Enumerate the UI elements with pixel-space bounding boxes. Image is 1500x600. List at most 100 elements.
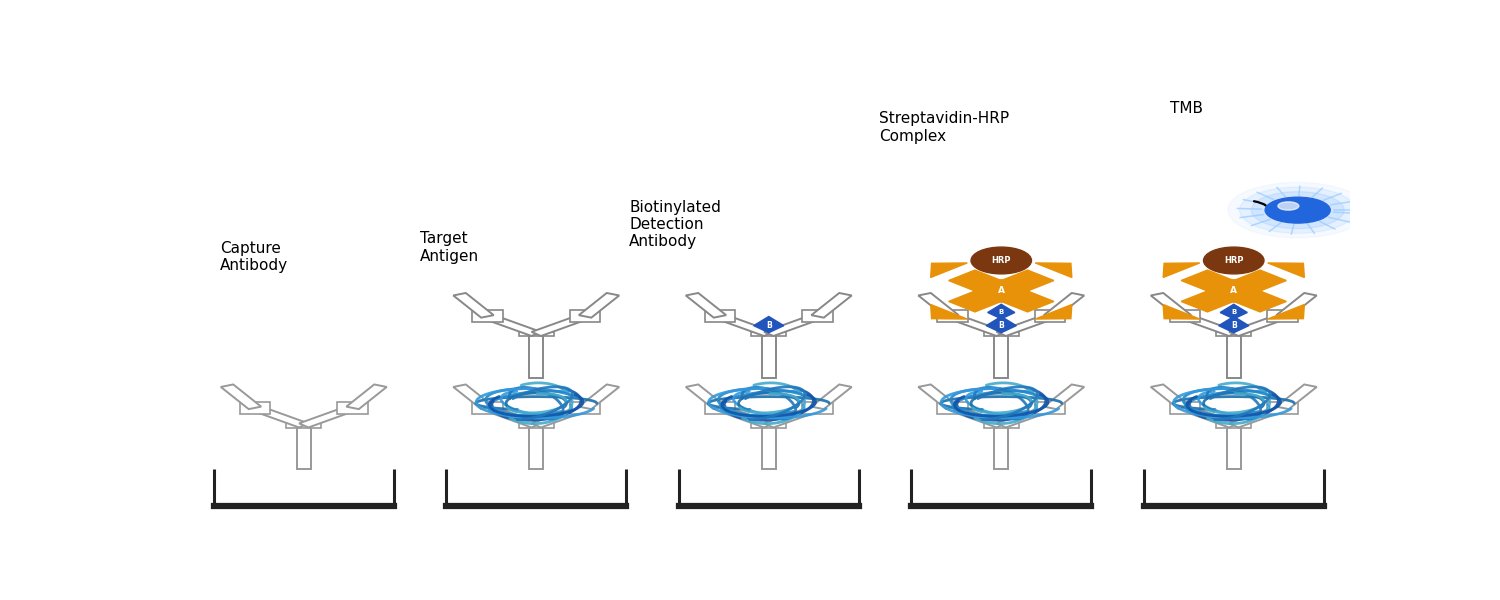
Polygon shape <box>483 314 542 336</box>
Polygon shape <box>918 293 958 317</box>
Polygon shape <box>453 385 494 409</box>
Polygon shape <box>987 304 1016 319</box>
Bar <box>1035 310 1065 322</box>
Polygon shape <box>220 385 261 409</box>
Polygon shape <box>1227 425 1240 469</box>
Text: HRP: HRP <box>992 256 1011 265</box>
Polygon shape <box>1221 270 1287 296</box>
Polygon shape <box>764 406 822 427</box>
Ellipse shape <box>970 247 1032 274</box>
Polygon shape <box>1035 263 1072 277</box>
Bar <box>240 402 270 414</box>
Polygon shape <box>988 270 1054 296</box>
Polygon shape <box>453 293 494 317</box>
Bar <box>1170 310 1200 322</box>
Text: A: A <box>998 286 1005 295</box>
Text: B: B <box>999 309 1004 315</box>
Polygon shape <box>297 425 310 469</box>
Polygon shape <box>251 406 309 427</box>
Bar <box>802 402 832 414</box>
Bar <box>705 402 735 414</box>
Polygon shape <box>994 425 1008 469</box>
Polygon shape <box>988 286 1054 312</box>
Polygon shape <box>753 316 784 333</box>
Polygon shape <box>1150 385 1191 409</box>
Bar <box>938 310 968 322</box>
Polygon shape <box>1221 286 1287 312</box>
Bar <box>752 332 786 336</box>
Ellipse shape <box>1203 247 1264 274</box>
Bar <box>1216 332 1251 336</box>
Text: B: B <box>999 321 1004 330</box>
Polygon shape <box>996 406 1054 427</box>
Polygon shape <box>1162 304 1200 319</box>
Circle shape <box>1251 191 1344 229</box>
Polygon shape <box>1180 270 1246 296</box>
Polygon shape <box>930 304 968 319</box>
Polygon shape <box>1044 385 1084 409</box>
Polygon shape <box>579 293 620 317</box>
Polygon shape <box>483 406 542 427</box>
Circle shape <box>974 280 1029 302</box>
Polygon shape <box>948 270 1014 296</box>
Bar <box>752 423 786 428</box>
Polygon shape <box>1268 304 1305 319</box>
Text: Target
Antigen: Target Antigen <box>420 232 478 264</box>
Circle shape <box>1228 182 1368 238</box>
Bar <box>1216 423 1251 428</box>
Bar <box>472 310 502 322</box>
Polygon shape <box>764 314 822 336</box>
Bar <box>938 402 968 414</box>
Polygon shape <box>1035 304 1072 319</box>
Polygon shape <box>1276 293 1317 317</box>
Bar <box>338 402 368 414</box>
Polygon shape <box>994 334 1008 378</box>
Bar <box>1268 402 1298 414</box>
Polygon shape <box>948 314 1006 336</box>
Polygon shape <box>530 425 543 469</box>
Bar <box>570 310 600 322</box>
Polygon shape <box>686 293 726 317</box>
Polygon shape <box>948 406 1006 427</box>
Bar <box>472 402 502 414</box>
Text: TMB: TMB <box>1170 101 1203 116</box>
Polygon shape <box>716 314 774 336</box>
Bar <box>1268 310 1298 322</box>
Bar <box>1035 402 1065 414</box>
Text: B: B <box>1232 309 1236 315</box>
Circle shape <box>1206 280 1262 302</box>
Bar <box>984 423 1018 428</box>
Polygon shape <box>716 406 774 427</box>
Polygon shape <box>1228 314 1287 336</box>
Polygon shape <box>531 314 590 336</box>
Polygon shape <box>762 334 776 378</box>
Text: B: B <box>766 321 771 330</box>
Polygon shape <box>686 385 726 409</box>
Polygon shape <box>812 293 852 317</box>
Text: Capture
Antibody: Capture Antibody <box>220 241 288 273</box>
Bar <box>519 423 554 428</box>
Polygon shape <box>1044 293 1084 317</box>
Text: Biotinylated
Detection
Antibody: Biotinylated Detection Antibody <box>630 200 722 250</box>
Polygon shape <box>1218 316 1249 333</box>
Bar <box>570 402 600 414</box>
Polygon shape <box>1276 385 1317 409</box>
Polygon shape <box>298 406 357 427</box>
Polygon shape <box>1180 406 1239 427</box>
Bar <box>984 332 1018 336</box>
Polygon shape <box>346 385 387 409</box>
Text: HRP: HRP <box>1224 256 1244 265</box>
Polygon shape <box>1180 314 1239 336</box>
Bar <box>1170 402 1200 414</box>
Polygon shape <box>1180 286 1246 312</box>
Polygon shape <box>1227 334 1240 378</box>
Polygon shape <box>1268 263 1305 277</box>
Polygon shape <box>1228 406 1287 427</box>
Polygon shape <box>930 263 968 277</box>
Bar <box>705 310 735 322</box>
Polygon shape <box>986 316 1017 333</box>
Circle shape <box>1264 197 1330 223</box>
Polygon shape <box>996 314 1054 336</box>
Text: Streptavidin-HRP
Complex: Streptavidin-HRP Complex <box>879 111 1010 143</box>
Polygon shape <box>531 406 590 427</box>
